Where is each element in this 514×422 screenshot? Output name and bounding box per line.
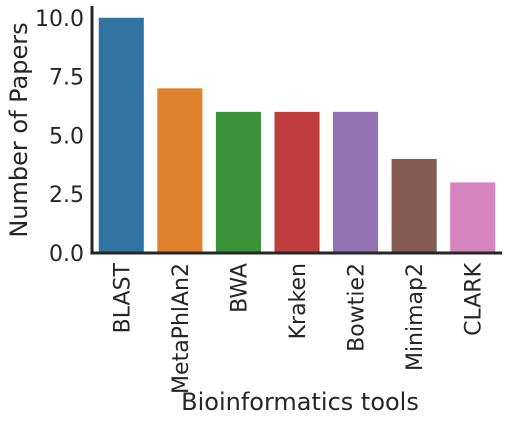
x-tick-label: CLARK xyxy=(462,262,487,335)
y-tick-label: 10.0 xyxy=(35,7,84,32)
y-tick-label: 5.0 xyxy=(49,124,84,149)
x-tick-label: BWA xyxy=(227,263,252,313)
x-axis-label: Bioinformatics tools xyxy=(181,388,419,416)
x-axis-ticks: BLAST MetaPhlAn2 BWA Kraken Bowtie2 Minimap2 C… xyxy=(110,262,486,394)
bar-kraken xyxy=(274,111,320,253)
y-tick-label: 7.5 xyxy=(49,66,84,91)
bar-bowtie2 xyxy=(333,111,379,253)
x-tick-label: MetaPhlAn2 xyxy=(169,263,194,394)
y-axis-ticks: 0.0 2.5 5.0 7.5 10.0 xyxy=(35,7,84,267)
y-tick-label: 0.0 xyxy=(49,242,84,267)
y-tick-label: 2.5 xyxy=(49,183,84,208)
y-axis-label: Number of Papers xyxy=(5,22,33,237)
bar-minimap2 xyxy=(391,158,437,253)
x-tick-label: Minimap2 xyxy=(403,263,428,371)
bar-blast xyxy=(98,17,144,254)
x-tick-label: Kraken xyxy=(286,263,311,339)
x-tick-label: Bowtie2 xyxy=(345,263,370,352)
bar-clark xyxy=(450,182,496,253)
bar-metaphlan2 xyxy=(157,88,203,253)
x-tick-label: BLAST xyxy=(110,262,135,333)
bar-bwa xyxy=(215,111,261,253)
bars xyxy=(98,17,496,254)
